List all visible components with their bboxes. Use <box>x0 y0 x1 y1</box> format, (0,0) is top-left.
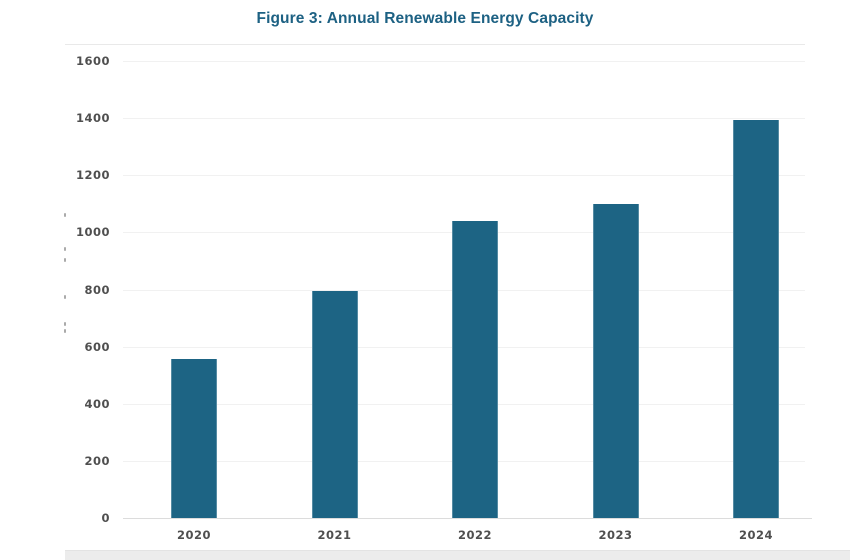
axis-label-fragment-0 <box>64 213 66 217</box>
bar-2021 <box>311 290 358 518</box>
y-tick-label-200: 200 <box>84 453 110 468</box>
y-tick-label-1000: 1000 <box>75 225 110 240</box>
chart-frame-top-border <box>65 44 805 45</box>
axis-label-fragment-4 <box>64 322 66 326</box>
axis-label-fragment-5 <box>64 329 66 333</box>
y-tick-label-0: 0 <box>101 511 110 525</box>
y-gridline-1600 <box>123 61 805 62</box>
bar-2024 <box>733 119 779 518</box>
y-gridline-1200 <box>123 175 805 177</box>
y-tick-label-1200: 1200 <box>75 168 110 183</box>
axis-label-fragment-3 <box>64 295 66 299</box>
x-tick-label-2023: 2023 <box>598 528 633 542</box>
next-section-strip <box>65 550 850 560</box>
bar-2020 <box>171 359 217 518</box>
y-tick-label-800: 800 <box>84 282 110 297</box>
x-tick-label-2024: 2024 <box>738 528 773 542</box>
y-tick-label-600: 600 <box>84 339 110 354</box>
figure-title: Figure 3: Annual Renewable Energy Capaci… <box>256 10 594 27</box>
x-axis-baseline <box>123 518 812 519</box>
y-gridline-1400 <box>123 118 805 120</box>
y-tick-label-1600: 1600 <box>75 54 110 68</box>
x-tick-label-2021: 2021 <box>317 528 352 542</box>
axis-label-fragment-2 <box>64 258 66 262</box>
y-tick-label-1400: 1400 <box>75 111 110 126</box>
y-tick-label-400: 400 <box>84 396 110 411</box>
x-tick-label-2020: 2020 <box>176 528 211 542</box>
x-tick-label-2022: 2022 <box>457 528 492 542</box>
axis-label-fragment-1 <box>64 247 66 251</box>
bar-2022 <box>452 220 498 518</box>
bar-2023 <box>592 203 639 518</box>
